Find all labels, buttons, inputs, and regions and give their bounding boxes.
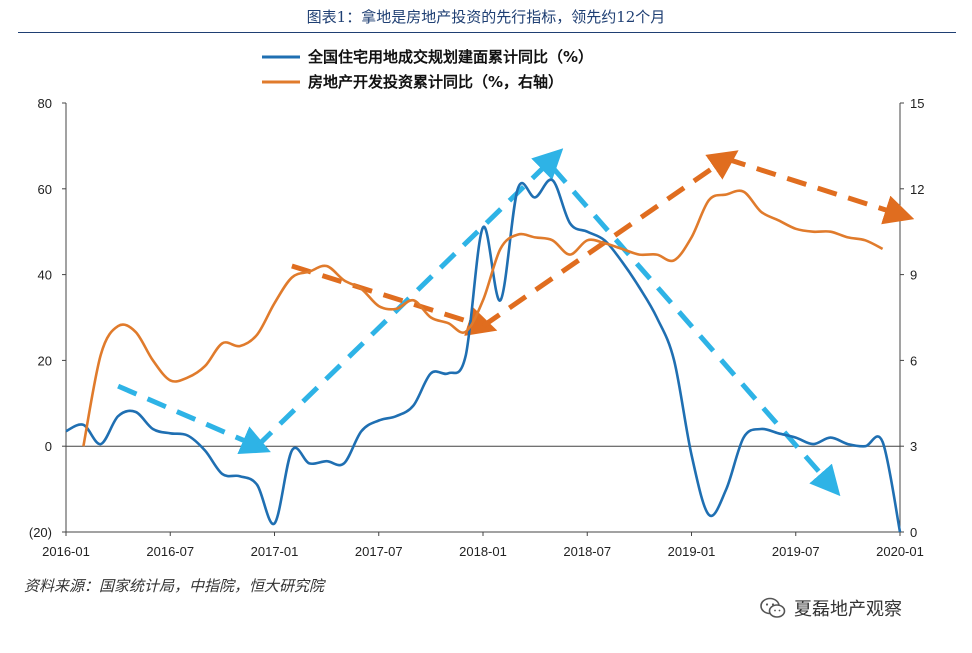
trend-arrows <box>117 148 915 497</box>
left-axis-tick-label: 60 <box>38 182 52 197</box>
title-rule <box>18 32 956 33</box>
x-axis-tick-label: 2019-01 <box>668 544 716 559</box>
right-axis-tick-label: 0 <box>910 525 917 540</box>
legend: 全国住宅用地成交规划建面累计同比（%） 房地产开发投资累计同比（%，右轴） <box>262 48 593 91</box>
left-axis-tick-label: 20 <box>38 353 52 368</box>
chart-title: 图表1：拿地是房地产投资的先行指标，领先约12个月 <box>306 8 666 26</box>
right-axis-tick-label: 6 <box>910 353 917 368</box>
watermark-text: 夏磊地产观察 <box>794 599 902 620</box>
x-axis-tick-label: 2017-01 <box>251 544 299 559</box>
land-area-series-line <box>65 178 902 533</box>
left-axis-tick-label: 40 <box>38 268 52 283</box>
watermark: 夏磊地产观察 <box>760 595 902 621</box>
blue-trend-arrow <box>117 383 271 455</box>
left-axis-tick-label: (20) <box>29 525 52 540</box>
x-axis-tick-label: 2018-07 <box>563 544 611 559</box>
blue-trend-arrow <box>550 165 841 497</box>
right-axis-tick-label: 12 <box>910 182 924 197</box>
investment-series-line <box>82 189 884 447</box>
orange-trend-arrow <box>725 156 915 225</box>
axes: 80 60 40 20 0 (20) 15 12 9 6 3 0 2016-01 2016-07 2017-… <box>29 96 925 559</box>
right-axis-tick-label: 15 <box>910 96 924 111</box>
x-axis-tick-label: 2018-01 <box>459 544 507 559</box>
x-axis-tick-label: 2019-07 <box>772 544 820 559</box>
x-axis-tick-label: 2016-01 <box>42 544 90 559</box>
orange-trend-arrow <box>291 263 498 336</box>
legend-label: 房地产开发投资累计同比（%，右轴） <box>308 73 563 91</box>
left-axis-tick-label: 0 <box>45 439 52 454</box>
left-axis-tick-label: 80 <box>38 96 52 111</box>
right-axis-tick-label: 9 <box>910 268 917 283</box>
right-axis-tick-label: 3 <box>910 439 917 454</box>
wechat-icon <box>760 597 786 618</box>
x-axis-tick-label: 2020-01 <box>876 544 924 559</box>
x-axis-tick-label: 2017-07 <box>355 544 403 559</box>
x-axis-tick-label: 2016-07 <box>146 544 194 559</box>
legend-label: 全国住宅用地成交规划建面累计同比（%） <box>307 48 593 66</box>
source-note: 资料来源：国家统计局，中指院，恒大研究院 <box>24 577 325 595</box>
series-lines <box>65 178 902 533</box>
